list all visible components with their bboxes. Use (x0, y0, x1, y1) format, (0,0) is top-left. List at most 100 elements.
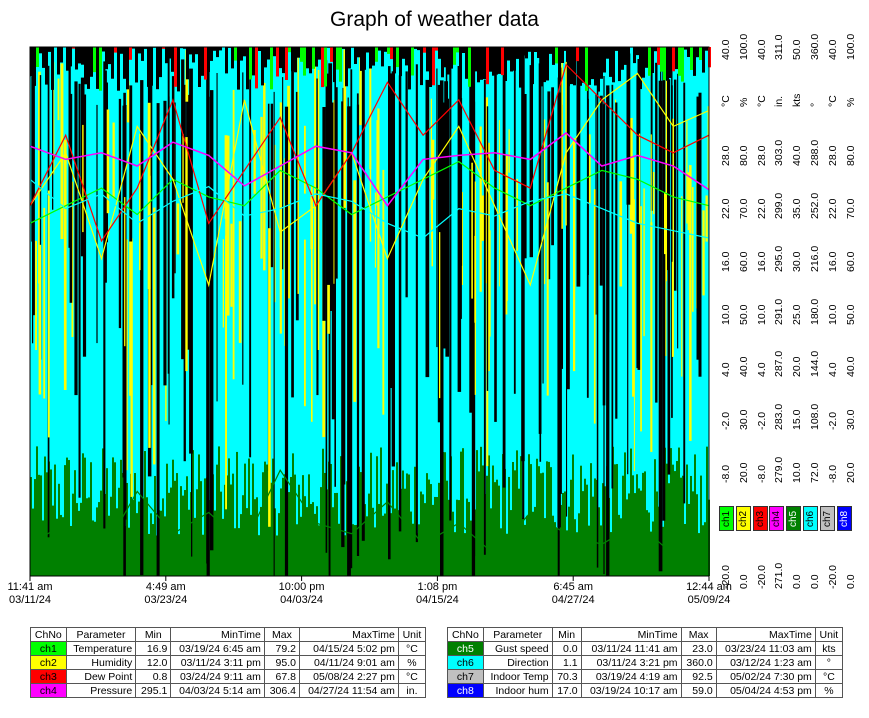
y-tick-label: 22.0 (755, 198, 768, 219)
y-tick-label: 360.0 (809, 33, 821, 60)
y-axis-unit: °C (720, 95, 732, 107)
y-tick-label: 299.0 (773, 192, 786, 219)
cell-param: Indoor hum (482, 683, 553, 698)
y-tick-label: 40.0 (844, 356, 857, 378)
x-tick-time: 1:08 pm (417, 581, 458, 593)
y-tick-label: 15.0 (791, 409, 804, 431)
cell-max: 95.0 (263, 655, 300, 670)
y-tick-label: -8.0 (720, 465, 732, 484)
y-tick-label: 40.0 (737, 356, 750, 378)
y-tick-label: 291.0 (773, 298, 786, 325)
y-tick-label: 35.0 (791, 198, 804, 219)
cell-unit: °C (397, 641, 427, 656)
x-tick-label: 6:45 am 04/27/24 (533, 581, 613, 607)
y-tick-label: 295.0 (773, 245, 786, 272)
x-tick-date: 04/15/24 (415, 594, 459, 606)
y-tick-label: 10.0 (755, 304, 768, 325)
y-tick-label: 4.0 (826, 362, 839, 378)
legend-item-ch7: ch7 (819, 506, 835, 531)
legend-item-ch8: ch8 (836, 506, 852, 531)
table-row: ch8 Indoor hum 17.0 03/19/24 10:17 am 59.0 05… (447, 683, 844, 698)
column-header: MinTime (170, 627, 265, 642)
series-line-ch2 (29, 72, 710, 288)
y-tick-label: -20.0 (826, 565, 839, 589)
y-tick-label: 60.0 (737, 251, 750, 272)
y-tick-label: 216.0 (809, 245, 821, 272)
y-tick-label: -2.0 (755, 412, 768, 431)
cell-param: Gust speed (482, 641, 553, 656)
y-axis-unit: °C (826, 95, 839, 107)
y-tick-label: 28.0 (826, 145, 839, 166)
y-tick-label: -2.0 (720, 412, 732, 431)
cell-ch: ch8 (447, 683, 484, 698)
series-streaks (31, 47, 709, 577)
legend-item-ch6: ch6 (803, 506, 818, 531)
y-tick-label: 108.0 (809, 404, 821, 431)
series-line-ch4 (29, 132, 710, 207)
cell-min: 0.0 (551, 641, 582, 656)
y-tick-label: 70.0 (844, 198, 857, 219)
x-tick-time: 12:44 am (686, 581, 732, 593)
cell-max: 59.0 (680, 683, 717, 698)
y-tick-label: 28.0 (755, 145, 768, 166)
y-tick-label: 40.0 (720, 39, 732, 60)
y-tick-label: -8.0 (826, 465, 839, 484)
y-tick-label: 20.0 (737, 462, 750, 484)
cell-unit: in. (397, 683, 427, 698)
cell-ch: ch7 (447, 669, 484, 684)
y-tick-label: 80.0 (737, 145, 750, 166)
y-tick-label: 288.0 (809, 139, 821, 166)
cell-min: 0.8 (135, 669, 172, 684)
y-tick-label: 287.0 (773, 351, 786, 378)
legend-label: ch5 (788, 510, 800, 527)
cell-unit: kts (814, 641, 844, 656)
legend-item-ch5: ch5 (786, 506, 802, 531)
y-tick-label: 22.0 (826, 198, 839, 219)
cell-unit: % (814, 683, 844, 698)
y-tick-label: 4.0 (720, 362, 732, 378)
y-tick-label: 16.0 (720, 251, 732, 272)
y-tick-label: 4.0 (755, 362, 768, 378)
table-row: ch1 Temperature 16.9 03/19/24 6:45 am 79.2 04… (30, 641, 427, 656)
cell-mintime: 04/03/24 5:14 am (170, 683, 265, 698)
cell-param: Indoor Temp (482, 669, 553, 684)
cell-maxtime: 04/27/24 11:54 am (298, 683, 399, 698)
column-header: Unit (814, 627, 844, 642)
stats-table-right: ChNo Parameter Min MinTime Max MaxTime Unit ch… (447, 627, 844, 698)
y-tick-label: 30.0 (737, 409, 750, 431)
table-row: ch4 Pressure 295.1 04/03/24 5:14 am 306.4 04/… (30, 683, 427, 698)
series-line-ch3 (29, 63, 710, 243)
y-tick-label: 20.0 (791, 356, 804, 378)
cell-max: 23.0 (680, 641, 717, 656)
x-tick-time: 6:45 am (553, 581, 594, 593)
cell-maxtime: 04/11/24 9:01 am (298, 655, 399, 670)
y-tick-label: 252.0 (809, 192, 821, 219)
chart-title: Graph of weather data (330, 8, 539, 31)
x-tick-date: 03/23/24 (144, 594, 188, 606)
legend-label: ch3 (754, 510, 766, 527)
x-tick-time: 10:00 pm (278, 581, 325, 593)
cell-min: 16.9 (135, 641, 172, 656)
y-tick-label: 0.0 (844, 574, 857, 589)
column-header: Max (263, 627, 300, 642)
column-header: Unit (397, 627, 427, 642)
x-tick-label: 1:08 pm 04/15/24 (397, 581, 477, 607)
cell-max: 79.2 (263, 641, 300, 656)
y-axis-unit: ° (809, 102, 821, 107)
y-tick-label: 10.0 (791, 462, 804, 484)
column-header: MaxTime (298, 627, 399, 642)
cell-mintime: 03/11/24 11:41 am (580, 641, 682, 656)
y-tick-label: 0.0 (809, 574, 821, 589)
legend-item-ch2: ch2 (735, 506, 751, 531)
y-tick-label: -20.0 (755, 565, 768, 589)
legend-label: ch7 (821, 510, 833, 527)
cell-maxtime: 05/04/24 4:53 pm (715, 683, 816, 698)
y-tick-label: 100.0 (844, 33, 857, 60)
plot-border (29, 46, 710, 577)
legend-item-ch4: ch4 (769, 506, 785, 531)
cell-min: 70.3 (551, 669, 582, 684)
cell-mintime: 03/19/24 6:45 am (170, 641, 265, 656)
y-tick-label: 271.0 (773, 562, 786, 589)
y-tick-label: -8.0 (755, 465, 768, 484)
cell-ch: ch3 (30, 669, 67, 684)
